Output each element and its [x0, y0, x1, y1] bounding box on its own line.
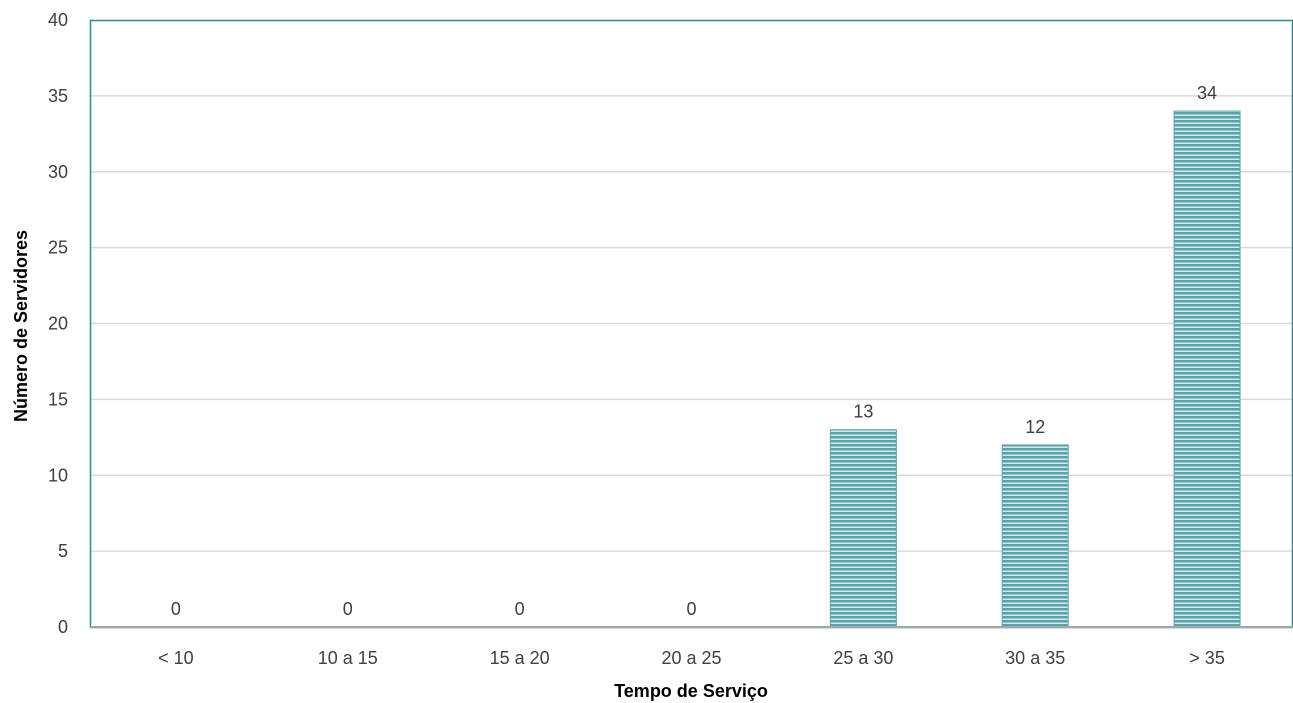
bars: [829, 110, 1241, 628]
data-labels: 0 0 0 0 13 12 34: [171, 83, 1217, 619]
y-tick-label: 25: [48, 238, 68, 258]
x-axis-ticks: < 10 10 a 15 15 a 20 20 a 25 25 a 30 30 a 35 >…: [158, 648, 1225, 668]
y-tick-label: 0: [58, 617, 68, 637]
gridlines: [90, 95, 1293, 552]
x-tick-label: 25 a 30: [833, 648, 893, 668]
data-label: 34: [1197, 83, 1217, 103]
x-tick-label: 30 a 35: [1005, 648, 1065, 668]
bar: [829, 429, 897, 628]
data-label: 0: [686, 599, 696, 619]
data-label: 0: [343, 599, 353, 619]
x-tick-label: > 35: [1189, 648, 1225, 668]
y-tick-label: 5: [58, 541, 68, 561]
data-label: 13: [853, 402, 873, 422]
x-tick-label: 15 a 20: [490, 648, 550, 668]
bar: [1001, 444, 1069, 628]
x-tick-label: 20 a 25: [661, 648, 721, 668]
data-label: 12: [1025, 417, 1045, 437]
x-axis-title: Tempo de Serviço: [614, 681, 768, 701]
data-label: 0: [171, 599, 181, 619]
y-tick-label: 20: [48, 314, 68, 334]
y-tick-label: 10: [48, 465, 68, 485]
y-tick-label: 15: [48, 389, 68, 409]
y-axis-ticks: 0 5 10 15 20 25 30 35 40: [48, 10, 68, 637]
y-tick-label: 30: [48, 162, 68, 182]
y-tick-label: 35: [48, 86, 68, 106]
y-axis-title: Número de Servidores: [11, 230, 31, 422]
bar: [1173, 110, 1241, 628]
y-tick-label: 40: [48, 10, 68, 30]
x-tick-label: 10 a 15: [318, 648, 378, 668]
x-tick-label: < 10: [158, 648, 194, 668]
data-label: 0: [515, 599, 525, 619]
